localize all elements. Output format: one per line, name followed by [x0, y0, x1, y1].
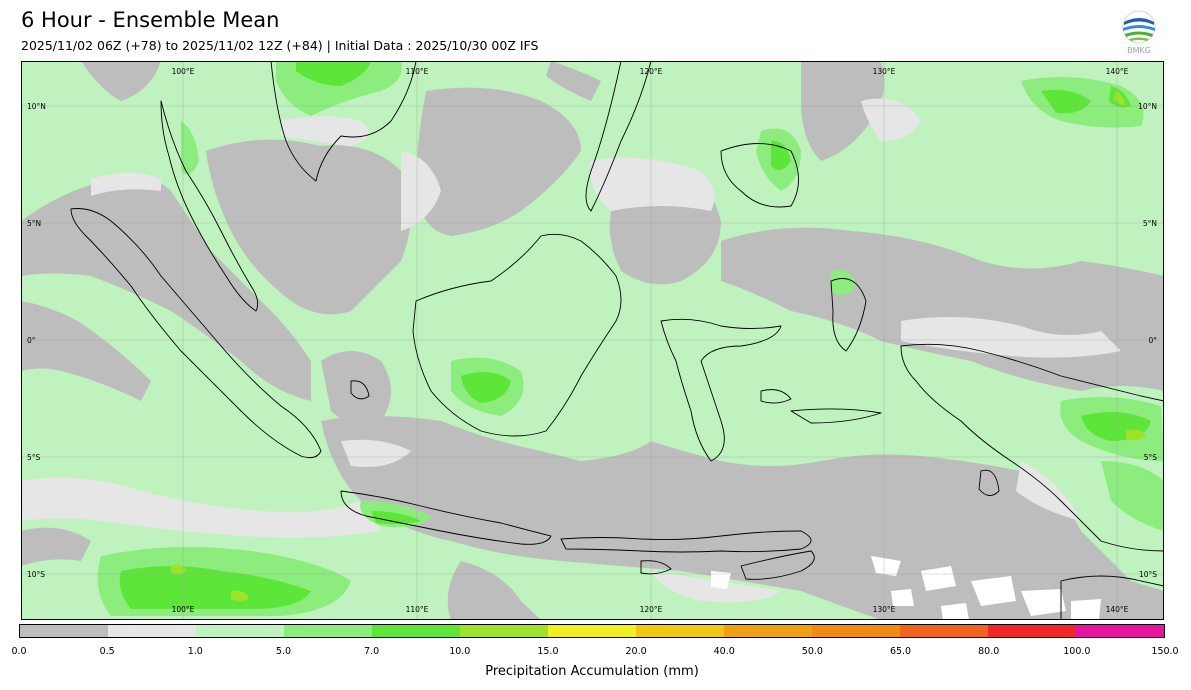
- lon-label-top: 130°E: [873, 67, 896, 76]
- colorbar-tick-label: 15.0: [537, 646, 559, 657]
- lon-label-bottom: 140°E: [1106, 605, 1129, 614]
- lat-label-left: 10°S: [27, 570, 45, 579]
- chart-subtitle: 2025/11/02 06Z (+78) to 2025/11/02 12Z (…: [21, 38, 539, 53]
- lat-label-left: 0°: [27, 336, 36, 345]
- lon-label-bottom: 120°E: [640, 605, 663, 614]
- timor-coast: [740, 550, 815, 580]
- colorbar-tick-label: 100.0: [1063, 646, 1091, 657]
- lon-labels-top: 100°E 110°E 120°E 130°E 140°E: [172, 67, 1129, 76]
- lon-label-top: 100°E: [172, 67, 195, 76]
- colorbar-swatch: [900, 625, 988, 637]
- colorbar-tick-label: 1.0: [187, 646, 203, 657]
- colorbar-tick-label: 40.0: [713, 646, 735, 657]
- lat-label-right: 5°N: [1143, 219, 1157, 228]
- new-guinea-coast: [900, 343, 1164, 552]
- map-frame: [21, 61, 1164, 620]
- colorbar-swatch: [372, 625, 460, 637]
- colorbar-ticks: 0.0 0.5 1.0 5.0 7.0 10.0 15.0 20.0 40.0 50.0 65.0 8…: [11, 646, 1178, 658]
- malay-peninsula-coast: [160, 100, 259, 312]
- lat-label-left: 10°N: [27, 102, 46, 111]
- colorbar-tick-label: 65.0: [889, 646, 912, 657]
- colorbar-swatch: [724, 625, 812, 637]
- colorbar-swatch: [196, 625, 284, 637]
- maluku-coast: [830, 278, 867, 352]
- lat-label-right: 10°N: [1138, 102, 1157, 111]
- chart-title: 6 Hour - Ensemble Mean: [21, 8, 280, 32]
- light-area-layer: [21, 98, 1121, 603]
- lon-label-bottom: 100°E: [172, 605, 195, 614]
- colorbar-swatch: [460, 625, 548, 637]
- colorbar-tick-label: 5.0: [275, 646, 292, 657]
- lat-label-right: 0°: [1148, 336, 1157, 345]
- colorbar-swatch: [1076, 625, 1164, 637]
- lat-labels-left: 10°N 5°N 0° 5°S 10°S: [27, 102, 46, 579]
- lon-label-bottom: 130°E: [873, 605, 896, 614]
- lon-label-top: 110°E: [406, 67, 429, 76]
- borneo-coast: [412, 233, 622, 437]
- buru-coast: [760, 389, 792, 404]
- precipitation-map: 100°E 110°E 120°E 130°E 140°E 100°E 110°…: [21, 61, 1164, 620]
- colorbar-tick-label: 150.0: [1151, 646, 1179, 657]
- mindanao-coast: [720, 143, 799, 208]
- lat-label-right: 5°S: [1144, 453, 1158, 462]
- lat-label-left: 5°N: [27, 219, 41, 228]
- sumba-coast: [640, 560, 672, 575]
- colorbar-swatch: [284, 625, 372, 637]
- colorbar-swatch: [812, 625, 900, 637]
- colorbar-tick-label: 80.0: [978, 646, 1000, 657]
- lat-label-right: 10°S: [1139, 570, 1157, 579]
- colorbar-tick-label: 10.0: [449, 646, 471, 657]
- colorbar-tick-label: 7.0: [364, 646, 380, 657]
- lat-labels-right: 10°N 5°N 0° 5°S 10°S: [1138, 102, 1157, 579]
- lat-label-left: 5°S: [27, 453, 41, 462]
- australia-coast: [1060, 575, 1164, 620]
- colorbar-swatch: [988, 625, 1076, 637]
- colorbar-swatch: [20, 625, 108, 637]
- colorbar-swatch: [636, 625, 724, 637]
- yellow-green-layer: [171, 91, 1146, 601]
- colorbar-swatch: [108, 625, 196, 637]
- sumatra-coast: [70, 208, 322, 459]
- lon-label-top: 120°E: [640, 67, 663, 76]
- lon-labels-bottom: 100°E 110°E 120°E 130°E 140°E: [172, 605, 1129, 614]
- no-data-layer: [711, 556, 1101, 620]
- colorbar-tick-label: 0.5: [99, 646, 115, 657]
- coastline-layer: [70, 61, 1164, 620]
- bangka-coast: [350, 380, 370, 400]
- aru-coast: [978, 469, 1000, 496]
- colorbar-tick-label: 20.0: [625, 646, 647, 657]
- philippines-coast: [585, 61, 652, 212]
- colorbar-label: Precipitation Accumulation (mm): [485, 664, 699, 679]
- colorbar-swatch: [548, 625, 636, 637]
- colorbar: [19, 624, 1165, 638]
- seram-coast: [790, 408, 882, 424]
- java-coast: [340, 490, 552, 545]
- bmkg-logo-icon: BMKG: [1120, 10, 1158, 56]
- lon-label-bottom: 110°E: [406, 605, 429, 614]
- sulawesi-coast: [660, 318, 782, 462]
- colorbar-tick-label: 50.0: [801, 646, 823, 657]
- lon-label-top: 140°E: [1106, 67, 1129, 76]
- colorbar-tick-label: 0.0: [11, 646, 27, 657]
- logo-text: BMKG: [1127, 46, 1151, 55]
- lesser-sunda-coast: [560, 530, 812, 553]
- graticule: [21, 61, 1164, 620]
- indochina-coast: [270, 61, 417, 182]
